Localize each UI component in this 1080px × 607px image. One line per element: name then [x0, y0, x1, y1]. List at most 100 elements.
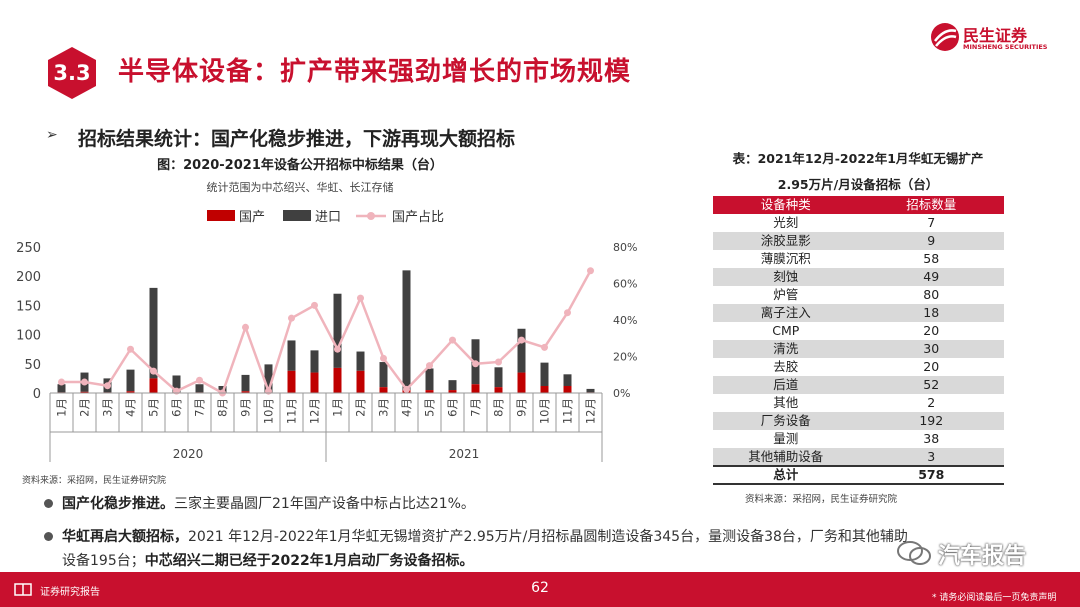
bar-import	[241, 374, 250, 392]
y-tick-label: 200	[16, 270, 41, 285]
x-tick-label: 10月	[538, 398, 552, 424]
bar-domestic	[425, 390, 434, 393]
share-point	[311, 301, 318, 309]
x-tick-label: 1月	[55, 398, 69, 417]
table-cell-type: 光刻	[773, 215, 799, 230]
table-cell-type: 薄膜沉积	[760, 251, 811, 266]
bullet-2-bold: 华虹再启大额招标，	[62, 529, 188, 545]
legend-marker-share	[367, 212, 375, 220]
bar-domestic	[517, 372, 526, 393]
x-tick-label: 12月	[308, 398, 322, 424]
bar-import	[586, 388, 595, 393]
x-tick-label: 9月	[515, 398, 529, 417]
bar-import	[333, 293, 342, 368]
share-point	[403, 385, 410, 393]
bullet-dot-icon	[44, 499, 53, 508]
x-group-label: 2020	[173, 447, 204, 461]
x-tick-label: 3月	[101, 398, 115, 417]
table-title-line1: 表：2021年12月-2022年1月华虹无锡扩产	[732, 151, 984, 166]
bar-import	[448, 380, 457, 391]
table-cell-count: 49	[923, 269, 940, 284]
disclaimer-note: * 请务必阅读最后一页免责声明	[932, 593, 1057, 603]
x-tick-label: 7月	[469, 398, 483, 417]
logo-name-en: MINSHENG SECURITIES	[963, 43, 1048, 51]
bar-domestic	[149, 378, 158, 393]
share-point	[265, 387, 272, 395]
bar-import	[563, 374, 572, 386]
table-cell-count: 18	[923, 305, 940, 320]
table-row: 离子注入 18	[713, 304, 1004, 322]
table-header-count: 招标数量	[906, 197, 957, 212]
bar-import	[195, 384, 204, 393]
bullet-dot-icon	[44, 532, 53, 541]
share-point	[564, 309, 571, 317]
share-point	[449, 336, 456, 344]
legend-swatch-import	[283, 210, 311, 221]
x-tick-label: 10月	[262, 398, 276, 424]
share-point	[518, 336, 525, 344]
bar-import	[494, 367, 503, 388]
bar-import	[402, 270, 411, 391]
table-cell-type: 去胶	[773, 359, 799, 374]
bullet-1-bold: 国产化稳步推进。	[62, 496, 174, 512]
bar-import	[517, 328, 526, 373]
table-source: 资料来源：采招网，民生证券研究院	[745, 494, 898, 505]
bullet-2-text: 2021 年12月-2022年1月华虹无锡增资扩产2.95万片/月招标晶圆制造设…	[188, 529, 908, 545]
table-row: 炉管 80	[713, 286, 1004, 304]
y2-tick-label: 40%	[613, 314, 637, 327]
logo-name-cn: 民生证券	[963, 26, 1028, 45]
table-cell-count: 7	[927, 215, 936, 230]
table-cell-count: 20	[923, 359, 940, 374]
table-cell-type: 厂务设备	[760, 413, 811, 428]
bar-domestic	[333, 367, 342, 393]
x-tick-label: 3月	[377, 398, 391, 417]
bar-import	[425, 368, 434, 391]
chart-subtitle: 统计范围为中芯绍兴、华虹、长江存储	[206, 181, 394, 194]
x-tick-label: 6月	[170, 398, 184, 417]
table-cell-type: 刻蚀	[773, 269, 799, 284]
bar-domestic	[287, 370, 296, 393]
table-row: 光刻 7	[713, 214, 1004, 232]
x-tick-label: 1月	[331, 398, 345, 417]
y2-tick-label: 80%	[613, 241, 637, 254]
footer-label: 证券研究报告	[40, 587, 100, 598]
y-tick-label: 0	[33, 387, 41, 402]
bar-import	[149, 287, 158, 379]
section-badge	[48, 47, 96, 99]
share-point	[541, 343, 548, 351]
table-cell-count: 2	[927, 395, 936, 410]
table-cell-type: 清洗	[773, 341, 799, 356]
table-row: 清洗 30	[713, 340, 1004, 358]
x-tick-label: 5月	[423, 398, 437, 417]
bar-import	[264, 364, 273, 393]
y-tick-label: 50	[24, 358, 41, 373]
y2-tick-label: 0%	[613, 387, 630, 400]
share-point	[150, 367, 157, 375]
table-cell-type: 其他	[773, 395, 799, 410]
minsheng-logo-icon	[931, 23, 959, 51]
bullet-2-line2-text: 设备195台；	[62, 553, 145, 569]
table-cell-count: 3	[927, 449, 936, 464]
share-point	[587, 267, 594, 275]
share-point	[334, 345, 341, 353]
table-header-row: 设备种类 招标数量	[713, 196, 1004, 214]
bar-import	[57, 384, 66, 393]
table-total-label: 总计	[773, 467, 799, 482]
table-row: 薄膜沉积 58	[713, 250, 1004, 268]
table-cell-count: 20	[923, 323, 940, 338]
table-header-type: 设备种类	[760, 197, 811, 212]
page-number: 62	[531, 580, 549, 596]
bullet-2-line2: 设备195台；中芯绍兴二期已经于2022年1月启动厂务设备招标。	[62, 550, 473, 570]
table-row: 厂务设备 192	[713, 412, 1004, 430]
share-point	[104, 382, 111, 390]
bar-import	[379, 362, 388, 388]
share-point	[196, 376, 203, 384]
bar-domestic	[310, 372, 319, 393]
x-tick-label: 6月	[446, 398, 460, 417]
table-cell-count: 38	[923, 431, 940, 446]
bar-domestic	[540, 385, 549, 393]
book-icon	[14, 583, 32, 596]
table-cell-count: 9	[927, 233, 936, 248]
x-tick-label: 5月	[147, 398, 161, 417]
